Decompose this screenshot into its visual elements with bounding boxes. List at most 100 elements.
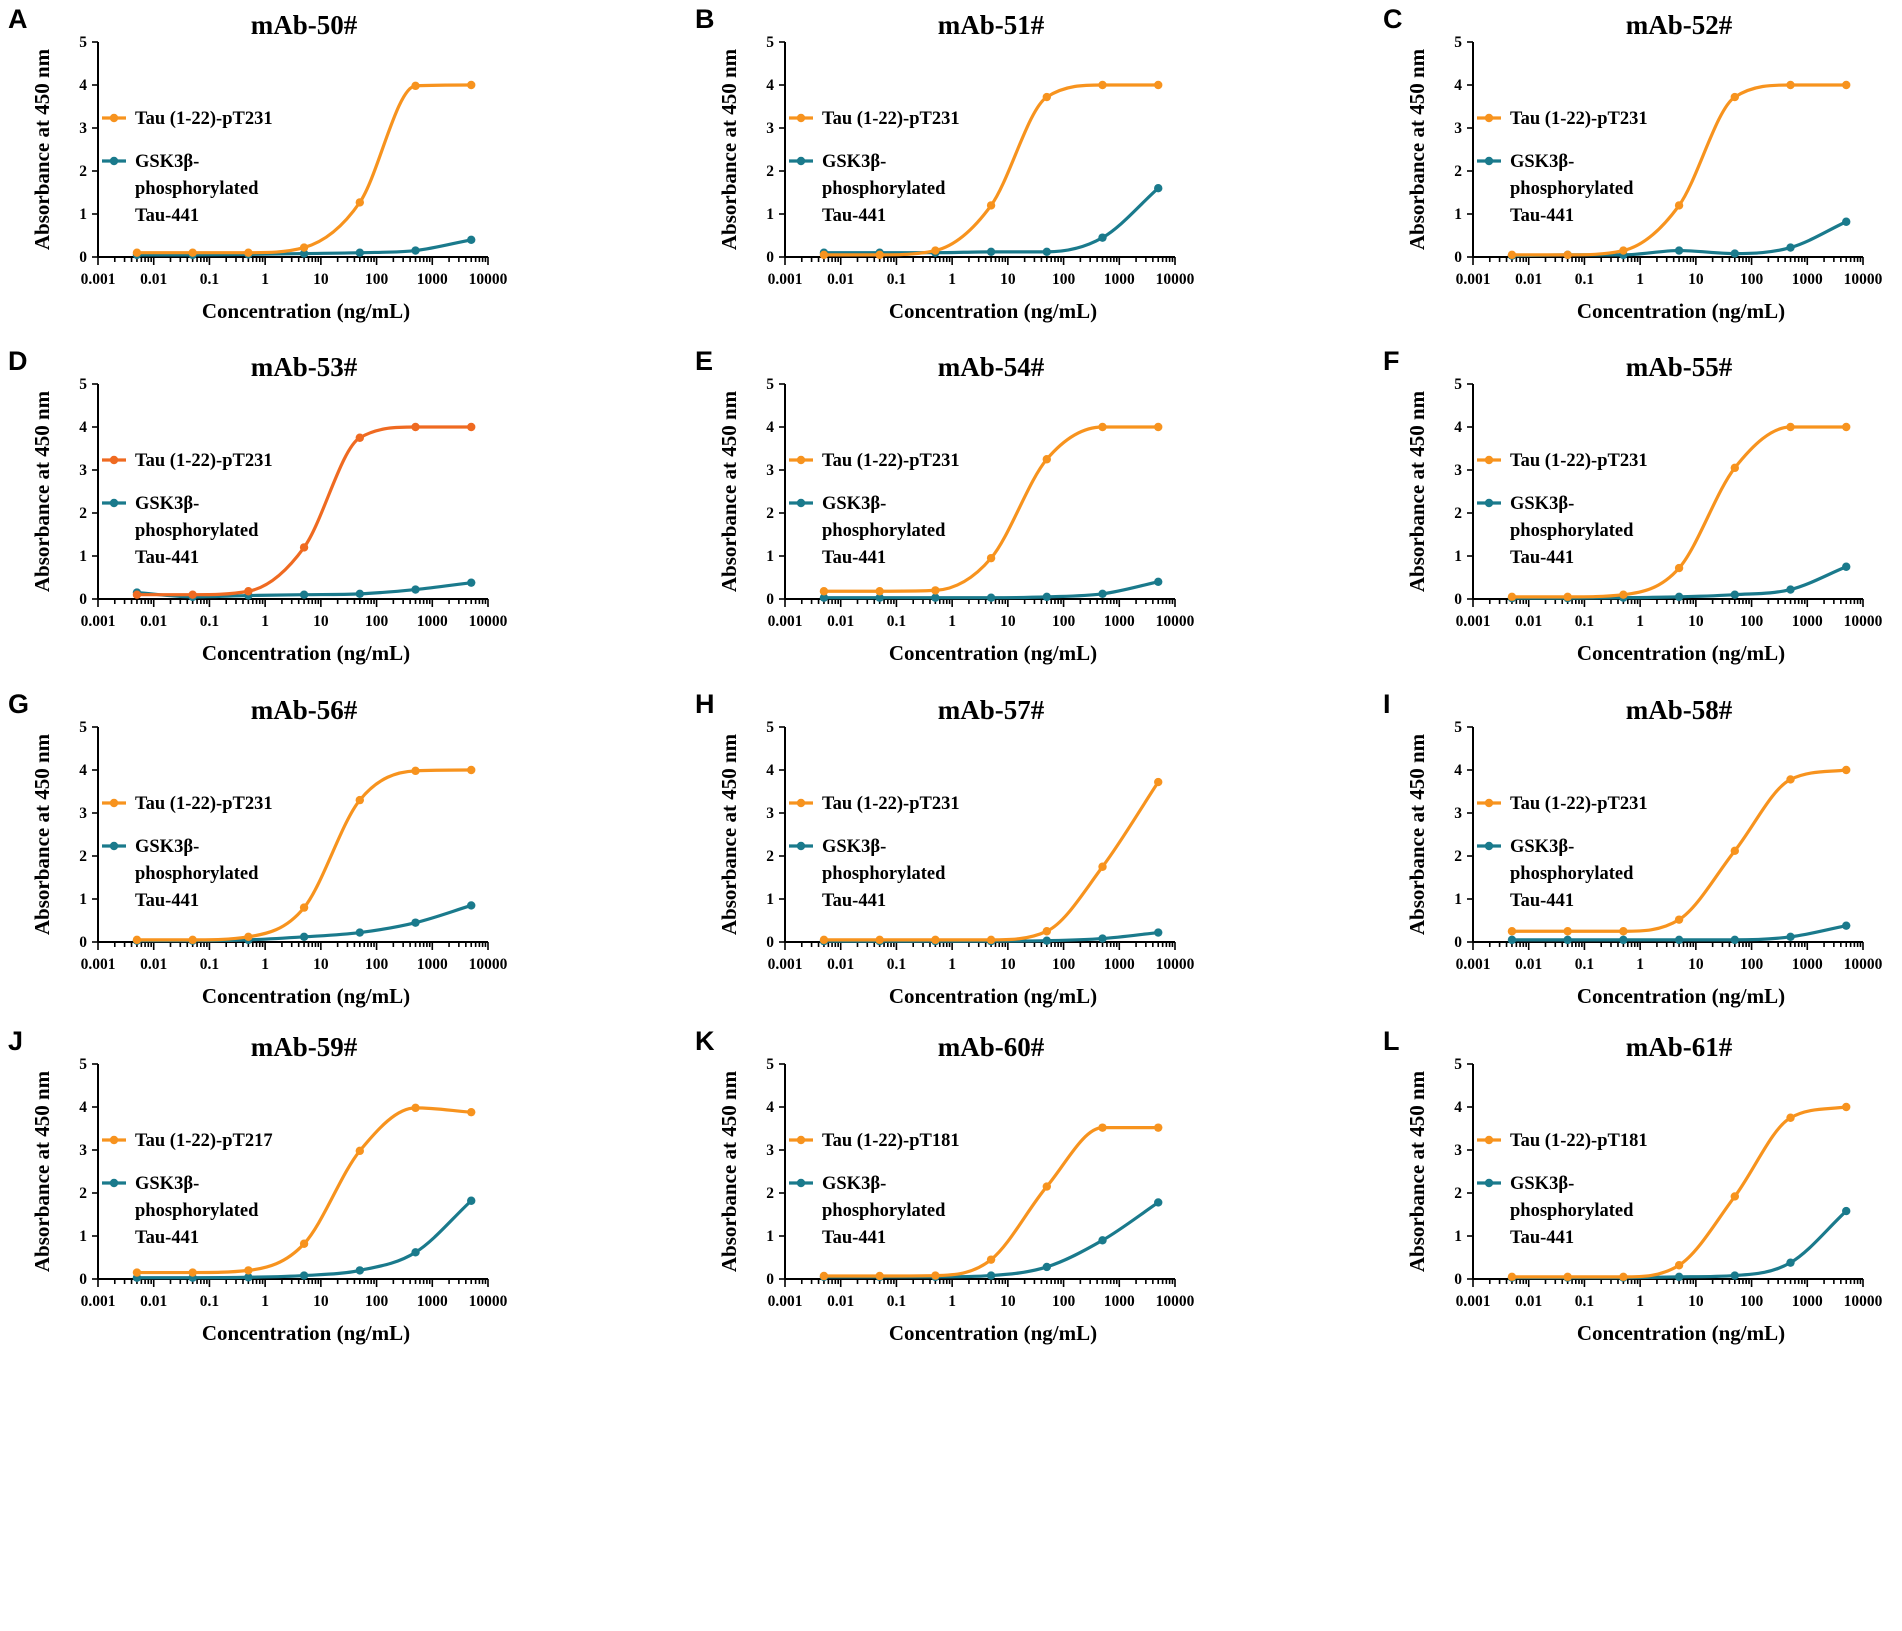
data-point <box>244 932 253 942</box>
x-tick-label: 10 <box>313 956 329 973</box>
x-tick-label: 10000 <box>1156 613 1195 630</box>
data-point <box>1098 233 1107 242</box>
y-tick-label: 1 <box>1454 891 1462 908</box>
x-axis-label: Concentration (ng/mL) <box>202 641 410 665</box>
x-tick-label: 1000 <box>417 271 448 288</box>
data-point <box>188 248 197 257</box>
x-tick-label: 10 <box>1000 271 1016 288</box>
data-point <box>355 928 364 937</box>
x-axis-label: Concentration (ng/mL) <box>1577 1321 1785 1345</box>
data-point <box>1842 921 1851 930</box>
x-tick-label: 0.1 <box>1575 613 1594 630</box>
data-point <box>1154 80 1163 90</box>
legend-label: phosphorylated <box>1510 864 1634 884</box>
y-tick-label: 3 <box>79 805 87 822</box>
y-tick-label: 4 <box>766 419 774 436</box>
x-tick-label: 0.001 <box>768 613 803 630</box>
x-tick-label: 100 <box>1740 271 1764 288</box>
x-tick-label: 0.001 <box>768 1293 803 1310</box>
data-point <box>875 1271 884 1281</box>
chart-title: mAb-51# <box>938 10 1045 40</box>
x-axis-label: Concentration (ng/mL) <box>202 984 410 1008</box>
x-tick-label: 1 <box>948 1293 956 1310</box>
data-point <box>188 935 197 945</box>
y-tick-label: 5 <box>766 376 774 393</box>
legend-label: Tau (1-22)-pT217 <box>135 1131 273 1151</box>
legend-label: GSK3β- <box>1510 494 1574 514</box>
chart-title: mAb-54# <box>938 352 1045 382</box>
series-tau-peptide <box>1507 1102 1851 1282</box>
x-tick-label: 1 <box>1636 613 1644 630</box>
x-tick-label: 10000 <box>1844 1293 1883 1310</box>
x-tick-label: 10 <box>1000 1293 1016 1310</box>
x-tick-label: 0.1 <box>887 956 906 973</box>
legend-swatch-marker <box>109 113 119 123</box>
x-tick-label: 0.001 <box>1456 956 1491 973</box>
data-point <box>1619 590 1628 599</box>
legend-swatch-marker <box>109 798 119 808</box>
y-tick-label: 4 <box>79 762 87 779</box>
data-point <box>819 250 829 260</box>
legend-label: Tau (1-22)-pT231 <box>135 109 273 129</box>
y-tick-label: 5 <box>1454 719 1462 736</box>
x-tick-label: 0.01 <box>1515 1293 1542 1310</box>
x-tick-label: 0.01 <box>827 956 854 973</box>
chart-title: mAb-52# <box>1626 10 1733 40</box>
y-tick-label: 2 <box>1454 848 1462 865</box>
x-tick-label: 10000 <box>469 613 508 630</box>
data-point <box>1842 562 1851 571</box>
data-point <box>875 250 884 260</box>
x-tick-label: 0.001 <box>1456 613 1491 630</box>
legend-swatch-marker <box>109 1178 119 1188</box>
y-tick-label: 2 <box>766 848 774 865</box>
x-tick-label: 100 <box>1052 1293 1076 1310</box>
x-axis-label: Concentration (ng/mL) <box>1577 641 1785 665</box>
x-tick-label: 0.1 <box>887 613 906 630</box>
y-tick-label: 0 <box>1454 1271 1462 1288</box>
x-tick-label: 0.01 <box>827 613 854 630</box>
y-tick-label: 1 <box>766 1228 774 1245</box>
chart-title: mAb-57# <box>938 695 1045 725</box>
x-axis-label: Concentration (ng/mL) <box>889 299 1097 323</box>
x-tick-label: 0.001 <box>81 956 116 973</box>
y-tick-label: 1 <box>1454 548 1462 565</box>
data-point <box>299 249 309 258</box>
x-tick-label: 1 <box>948 613 956 630</box>
x-tick-label: 1000 <box>1104 956 1135 973</box>
legend: Tau (1-22)-pT231 GSK3β-phosphorylated Tau-… <box>1477 451 1648 568</box>
data-point <box>355 433 364 442</box>
legend-label: GSK3β- <box>1510 1174 1574 1194</box>
y-axis-label: Absorbance at 450 nm <box>30 48 54 250</box>
x-tick-label: 0.001 <box>81 1293 116 1310</box>
data-point <box>819 593 829 602</box>
data-point <box>244 1266 253 1275</box>
legend-label: Tau (1-22)-pT231 <box>1510 109 1648 129</box>
y-tick-label: 3 <box>1454 120 1462 137</box>
y-axis-label: Absorbance at 450 nm <box>1405 390 1429 592</box>
chart-title: mAb-59# <box>251 1032 358 1062</box>
y-tick-label: 4 <box>766 762 774 779</box>
legend-label: phosphorylated <box>1510 1201 1634 1221</box>
x-tick-label: 100 <box>1052 956 1076 973</box>
y-tick-label: 5 <box>1454 1056 1462 1073</box>
series-tau-peptide <box>1507 765 1851 936</box>
legend-swatch-marker <box>796 455 806 465</box>
data-point <box>1098 422 1107 432</box>
legend: Tau (1-22)-pT231 GSK3β-phosphorylated Tau-… <box>1477 794 1648 911</box>
x-tick-label: 0.01 <box>1515 271 1542 288</box>
data-point <box>1154 777 1163 787</box>
legend-label: GSK3β- <box>135 1174 199 1194</box>
data-point <box>1842 422 1851 432</box>
y-tick-label: 0 <box>79 249 87 266</box>
data-point <box>299 243 309 252</box>
legend-swatch-marker <box>1484 1135 1494 1145</box>
panel-letter: B <box>695 4 715 34</box>
y-tick-label: 2 <box>79 163 87 180</box>
x-tick-label: 100 <box>365 613 389 630</box>
y-tick-label: 4 <box>1454 762 1462 779</box>
legend-label: Tau-441 <box>822 548 886 568</box>
legend-swatch-marker <box>1484 1178 1494 1188</box>
y-tick-label: 2 <box>1454 163 1462 180</box>
data-point <box>986 1255 996 1264</box>
